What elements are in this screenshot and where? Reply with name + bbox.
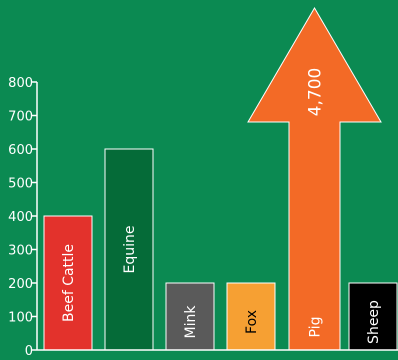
pig-value-label: 4,700 <box>306 68 326 117</box>
bar-label-fox: Fox <box>244 310 260 334</box>
bars <box>43 7 398 351</box>
y-tick-label: 100 <box>8 311 33 326</box>
bar-labels: Beef Cattle Equine Mink Fox 4,700 Pig Sheep <box>61 68 382 344</box>
bar-label-sheep: Sheep <box>366 300 382 344</box>
bar-label-pig: Pig <box>308 317 324 338</box>
y-tick-label: 500 <box>8 177 33 192</box>
bar-beef-cattle <box>43 215 93 351</box>
y-tick-label: 400 <box>8 210 33 225</box>
bar-pig-arrow <box>247 7 382 351</box>
y-tick-label: 300 <box>8 244 33 259</box>
bar-label-equine: Equine <box>122 226 138 274</box>
bar-label-mink: Mink <box>183 305 199 339</box>
y-tick-label: 0 <box>25 344 33 359</box>
y-tick-label: 800 <box>8 76 33 91</box>
y-tick-label: 200 <box>8 277 33 292</box>
y-axis-ticks: 0 100 200 300 400 500 600 700 800 <box>8 76 37 359</box>
bar-label-beef-cattle: Beef Cattle <box>61 244 77 322</box>
y-tick-label: 700 <box>8 110 33 125</box>
bar-sheep <box>348 282 398 351</box>
y-tick-label: 600 <box>8 143 33 158</box>
